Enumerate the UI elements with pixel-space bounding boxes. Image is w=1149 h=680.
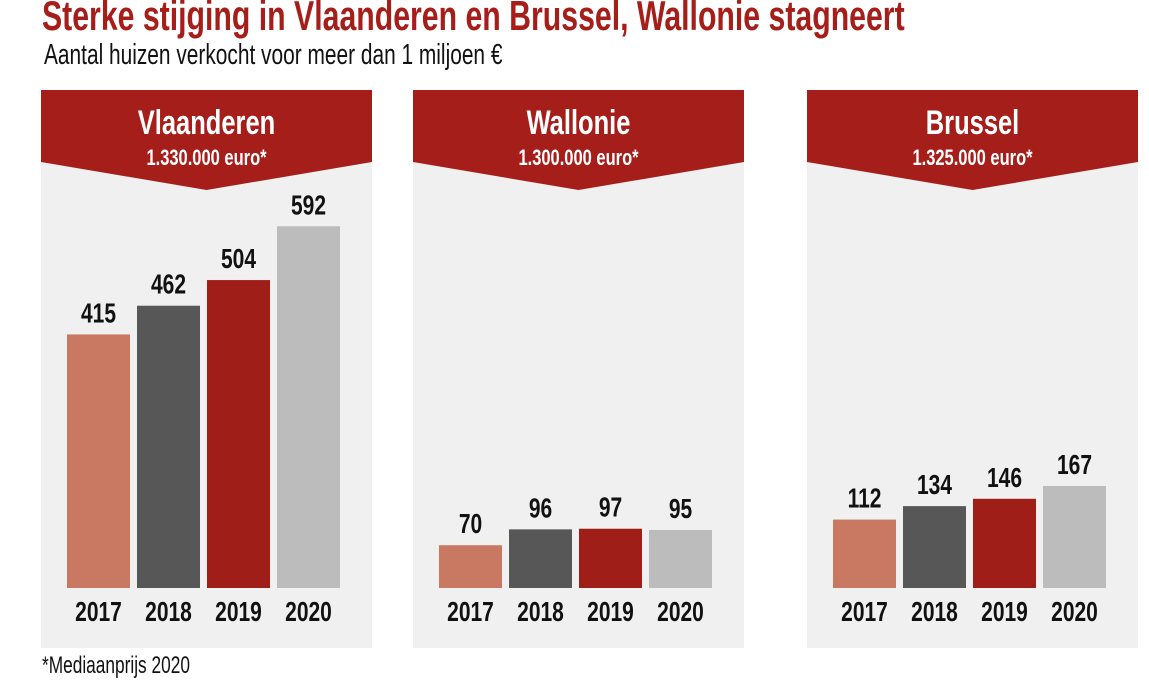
x-tick-label: 2020	[1051, 597, 1098, 628]
data-label: 95	[669, 494, 693, 525]
data-label: 112	[848, 484, 882, 515]
data-label: 415	[81, 299, 116, 330]
region-median-price: 1.330.000 euro*	[146, 146, 266, 171]
x-tick-label: 2019	[215, 597, 262, 628]
data-label: 96	[529, 494, 552, 525]
x-tick-label: 2017	[447, 597, 494, 628]
bar-2019	[579, 528, 642, 588]
footnote: *Mediaanprijs 2020	[42, 652, 247, 680]
data-label: 504	[221, 244, 256, 275]
x-tick-label: 2020	[657, 597, 704, 628]
bar-2019	[973, 498, 1036, 588]
bar-2020	[1043, 485, 1106, 588]
bar-2019	[207, 280, 270, 588]
panel-wallonie: Wallonie 1.300.000 euro* 70 2017 96 2018 97 201…	[413, 90, 744, 648]
bar-2017	[833, 519, 896, 588]
region-median-price: 1.300.000 euro*	[518, 146, 638, 171]
x-tick-label: 2019	[981, 597, 1028, 628]
data-label: 146	[987, 463, 1022, 494]
bar-2018	[903, 506, 966, 588]
region-title: Brussel	[926, 105, 1020, 142]
data-label: 97	[599, 493, 622, 524]
chart-title-text: Sterke stijging in Vlaanderen en Brussel…	[42, 0, 905, 39]
chart-subtitle: Aantal huizen verkocht voor meer dan 1 m…	[44, 38, 681, 72]
bar-2017	[67, 334, 130, 588]
chart-title: Sterke stijging in Vlaanderen en Brussel…	[42, 0, 1149, 40]
x-tick-label: 2017	[841, 597, 888, 628]
chart-subtitle-text: Aantal huizen verkocht voor meer dan 1 m…	[44, 39, 503, 71]
x-tick-label: 2019	[587, 597, 634, 628]
data-label: 592	[291, 191, 326, 222]
data-label: 70	[459, 509, 482, 540]
bar-2017	[439, 545, 502, 588]
x-tick-label: 2018	[145, 597, 192, 628]
bar-2020	[277, 226, 340, 588]
bar-2018	[137, 305, 200, 588]
x-tick-label: 2017	[75, 597, 122, 628]
panel-vlaanderen: Vlaanderen 1.330.000 euro* 415 2017 462 2018 5…	[41, 90, 372, 648]
region-banner	[807, 90, 1138, 190]
data-label: 134	[917, 470, 952, 501]
data-label: 462	[151, 270, 186, 301]
data-label: 167	[1057, 450, 1092, 481]
region-banner	[41, 90, 372, 190]
x-tick-label: 2018	[911, 597, 958, 628]
region-title: Wallonie	[527, 105, 631, 142]
footnote-text: *Mediaanprijs 2020	[42, 652, 190, 679]
region-title: Vlaanderen	[138, 105, 275, 142]
x-tick-label: 2018	[517, 597, 564, 628]
x-tick-label: 2020	[285, 597, 332, 628]
bar-2020	[649, 529, 712, 588]
region-median-price: 1.325.000 euro*	[912, 146, 1032, 171]
panel-brussel: Brussel 1.325.000 euro* 112 2017 134 2018 146 2…	[807, 90, 1138, 648]
bar-2018	[509, 529, 572, 588]
region-banner	[413, 90, 744, 190]
